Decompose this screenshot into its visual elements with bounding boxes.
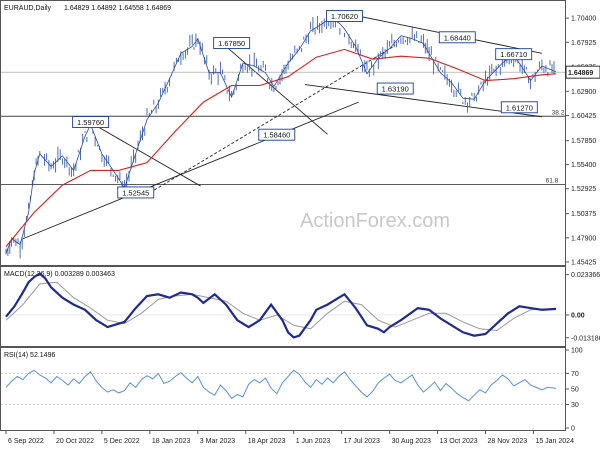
rsi-tick-label-3: 30 xyxy=(571,402,579,409)
price-box-6 xyxy=(258,128,296,141)
x-tick-label-5: 18 Apr 2023 xyxy=(248,438,286,445)
price-box-label-8: 1.52545 xyxy=(122,188,149,197)
price-box-4 xyxy=(72,116,110,128)
price-boxes: 1.70620 1.67850 1.68440 1.66710 1.59760 1.631… xyxy=(72,10,538,199)
rsi-tick-label-2: 50 xyxy=(571,387,579,394)
macd-signal-line xyxy=(5,281,556,332)
rsi-axis: 100 70 50 30 0 xyxy=(565,348,583,433)
price-tick-label-8: 1.50375 xyxy=(571,211,596,218)
price-tick-label-4: 1.60425 xyxy=(571,113,596,120)
price-tick-label-0: 1.70400 xyxy=(571,16,596,23)
price-tick-label-3: 1.62900 xyxy=(571,89,596,96)
current-price-box xyxy=(565,65,600,79)
watermark: ActionForex.com xyxy=(300,210,450,232)
price-box-label-7: 1.61270 xyxy=(506,103,533,112)
early-resistance-line xyxy=(90,122,201,187)
x-tick-label-6: 1 Jun 2023 xyxy=(296,438,331,445)
price-close-line xyxy=(5,15,557,254)
rsi-tick-label-4: 0 xyxy=(571,426,575,433)
price-box-label-4: 1.59760 xyxy=(77,118,104,127)
price-box-7 xyxy=(500,101,538,114)
price-tick-label-9: 1.47900 xyxy=(571,235,596,242)
price-tick-label-5: 1.57850 xyxy=(571,138,596,145)
breakout-line xyxy=(220,41,328,135)
ohlc-readout: 1.64829 1.64892 1.64558 1.64869 xyxy=(64,5,171,12)
macd-tick-label-0: 0.023366 xyxy=(571,272,600,279)
symbol-title: EURAUD,Daily xyxy=(4,5,52,12)
price-panel-frame xyxy=(0,0,566,266)
dashed-support-line xyxy=(141,45,396,199)
price-tick-label-10: 1.45425 xyxy=(571,259,596,266)
rsi-tick-label-0: 100 xyxy=(571,348,583,355)
x-axis: 6 Sep 2022 20 Oct 2022 5 Dec 2022 18 Jan 20… xyxy=(5,430,574,445)
price-box-label-2: 1.68440 xyxy=(444,33,471,42)
price-lines: 38.2 61.8 xyxy=(1,12,565,240)
support-trendline xyxy=(22,101,359,240)
rsi-line xyxy=(5,369,557,402)
x-tick-label-0: 6 Sep 2022 xyxy=(8,438,44,445)
macd-tick-label-2: -0.013186 xyxy=(571,335,600,342)
price-box-0 xyxy=(326,10,363,22)
macd-title: MACD(12,26,9) 0.003289 0.003463 xyxy=(4,271,115,278)
macd-series xyxy=(1,272,565,339)
x-tick-label-4: 3 Mar 2023 xyxy=(200,438,236,445)
macd-panel: MACD(12,26,9) 0.003289 0.003463 0.023366… xyxy=(1,271,600,342)
x-tick-label-11: 15 Jan 2024 xyxy=(535,438,574,445)
x-tick-label-2: 5 Dec 2022 xyxy=(104,438,140,445)
price-box-label-6: 1.58460 xyxy=(263,131,290,140)
rsi-series xyxy=(5,369,557,402)
price-series xyxy=(5,15,557,259)
price-box-1 xyxy=(213,37,251,49)
price-box-label-3: 1.66710 xyxy=(500,50,527,59)
x-tick-label-7: 17 Jul 2023 xyxy=(344,438,380,445)
rsi-title: RSI(14) 52.1496 xyxy=(4,352,55,359)
price-box-5 xyxy=(376,82,414,95)
fib-label-61-8: 61.8 xyxy=(546,178,559,185)
price-box-3 xyxy=(495,48,533,61)
price-box-8 xyxy=(117,186,155,199)
x-tick-label-1: 20 Oct 2022 xyxy=(56,438,94,445)
price-panel: EURAUD,Daily 1.64829 1.64892 1.64558 1.6… xyxy=(1,5,600,266)
price-box-label-5: 1.63190 xyxy=(382,85,409,94)
price-box-2 xyxy=(438,31,476,44)
macd-tick-label-1: 0.00 xyxy=(571,312,585,319)
x-tick-label-10: 28 Nov 2023 xyxy=(487,438,527,445)
x-tick-label-9: 13 Oct 2023 xyxy=(440,438,478,445)
moving-average-line xyxy=(5,48,557,247)
price-tick-label-6: 1.55400 xyxy=(571,162,596,169)
price-box-label-0: 1.70620 xyxy=(331,12,358,21)
price-axis: 1.704001.679251.653751.629001.604251.578… xyxy=(565,16,600,266)
macd-axis: 0.023366 0.00 -0.013186 xyxy=(565,272,600,342)
rsi-panel: RSI(14) 52.1496 100 70 50 30 0 xyxy=(1,348,583,433)
price-tick-label-1: 1.67925 xyxy=(571,40,596,47)
fib-label-38-2: 38.2 xyxy=(552,109,565,116)
macd-panel-frame xyxy=(0,266,566,347)
x-tick-label-3: 18 Jan 2023 xyxy=(152,438,191,445)
price-tick-label-7: 1.52925 xyxy=(571,186,596,193)
rsi-tick-label-1: 70 xyxy=(571,371,579,378)
current-price-label: 1.64869 xyxy=(568,70,593,77)
x-tick-label-8: 30 Aug 2023 xyxy=(392,438,431,445)
price-box-label-1: 1.67850 xyxy=(218,39,245,48)
macd-line xyxy=(5,272,557,339)
